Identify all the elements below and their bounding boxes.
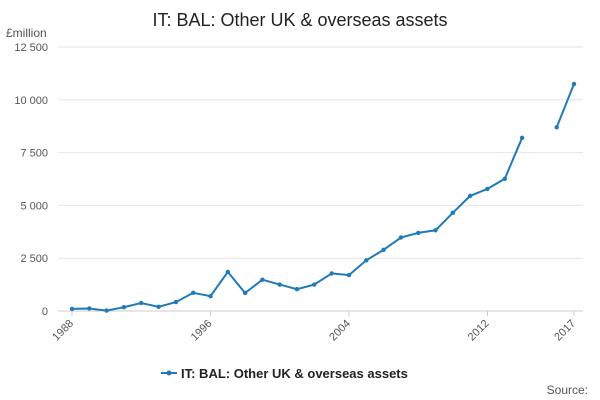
data-point[interactable] [104,308,109,313]
data-point[interactable] [398,235,404,240]
data-point[interactable] [191,290,196,295]
gridlines [58,46,583,259]
data-point[interactable] [242,290,248,296]
legend[interactable]: IT: BAL: Other UK & overseas assets [161,366,408,381]
y-tick-label: 7 500 [20,148,48,160]
data-point[interactable] [381,247,386,252]
y-axis-label: £million [6,26,47,40]
data-point[interactable] [329,271,334,276]
y-tick-label: 5 000 [20,200,48,212]
data-point[interactable] [416,230,421,236]
y-tick-label: 0 [42,306,48,318]
x-axis-ticks: 1988 1996 2004 2012 2017 [50,311,578,343]
legend-marker-icon [166,370,172,376]
data-point[interactable] [260,277,265,282]
data-point[interactable] [69,306,75,312]
data-point[interactable] [519,135,525,140]
series-line [71,137,524,312]
data-point[interactable] [225,269,230,275]
data-point[interactable] [467,193,473,199]
data-point[interactable] [433,228,438,233]
data-point[interactable] [571,81,577,87]
data-point[interactable] [156,304,161,309]
data-point[interactable] [173,299,179,305]
data-point[interactable] [87,306,92,311]
data-point[interactable] [277,282,282,287]
legend-label: IT: BAL: Other UK & overseas assets [181,366,408,381]
y-tick-label: 2 500 [20,253,48,265]
data-point[interactable] [364,258,369,263]
data-point[interactable] [346,272,352,278]
y-axis-ticks: 0 2 500 5 000 7 500 10 000 12 500 [14,42,48,318]
data-point[interactable] [121,305,127,310]
data-point[interactable] [502,176,507,181]
data-point[interactable] [485,186,490,192]
source-label: Source: [547,383,588,397]
x-tick-label: 2017 [552,318,578,344]
y-tick-label: 10 000 [14,95,48,107]
data-point[interactable] [554,125,559,130]
x-tick-label: 2004 [327,318,353,344]
x-tick-label: 2012 [466,318,492,344]
chart-title: IT: BAL: Other UK & overseas assets [152,10,447,30]
series-layer [69,81,577,313]
data-point[interactable] [450,210,455,215]
series-line [555,83,575,128]
data-point[interactable] [294,287,300,292]
data-point[interactable] [312,282,317,287]
data-point[interactable] [208,294,213,299]
y-tick-label: 12 500 [14,42,48,54]
x-tick-label: 1988 [50,318,76,344]
data-point[interactable] [139,300,144,306]
x-tick-label: 1996 [189,318,215,344]
